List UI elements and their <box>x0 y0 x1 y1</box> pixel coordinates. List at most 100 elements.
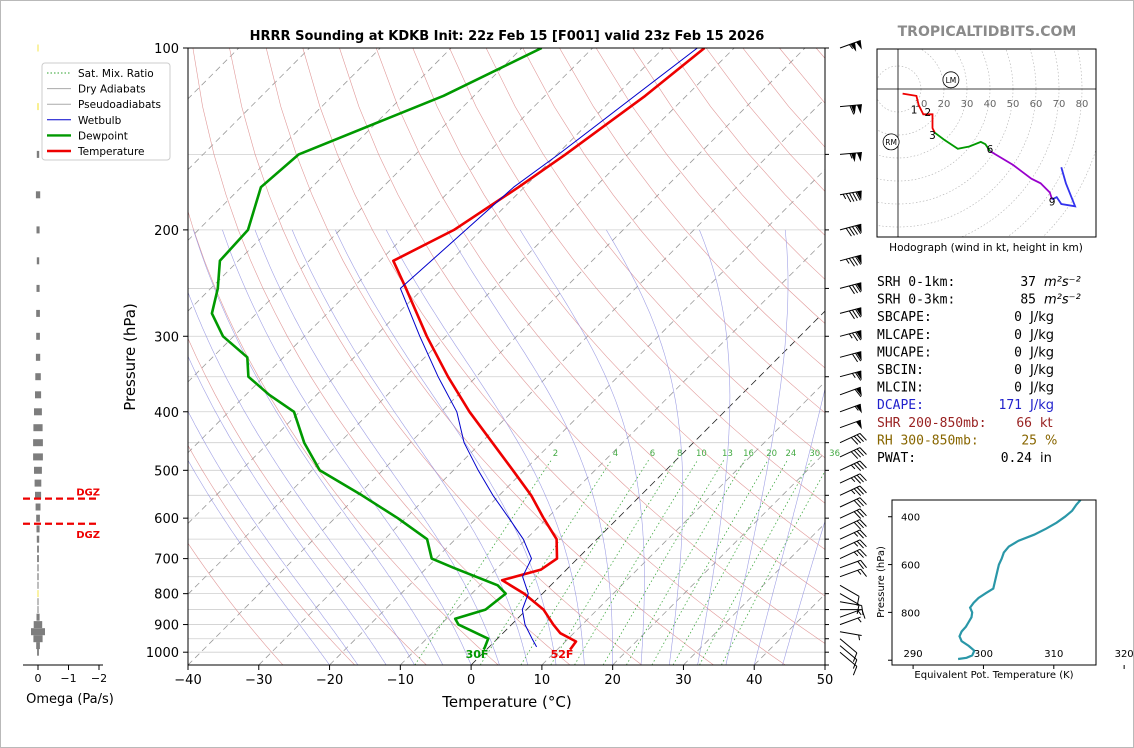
hodo-ring-label: 20 <box>938 99 951 110</box>
omega-bar <box>37 555 39 563</box>
theta-y-tick-label: 800 <box>901 608 920 619</box>
barb-full <box>859 508 867 517</box>
barb-flag <box>856 152 862 162</box>
barb-full <box>845 227 852 237</box>
index-unit: kt <box>1040 416 1053 431</box>
x-tick-label: −20 <box>316 673 343 688</box>
index-unit: % <box>1045 433 1057 448</box>
wind-barb <box>839 473 867 484</box>
omega-bar <box>37 590 39 598</box>
dry-adiabat <box>192 48 571 665</box>
barb-full <box>855 372 862 381</box>
barb-full <box>848 258 855 267</box>
wind-barb <box>839 104 862 115</box>
hodo-ring-label: 50 <box>1007 99 1020 110</box>
x-tick-label: −10 <box>387 673 414 688</box>
barb-shaft <box>839 419 861 429</box>
barb-full <box>855 308 862 318</box>
hodo-height-label: 1 <box>911 105 918 117</box>
dry-adiabat <box>188 210 499 665</box>
omega-bar <box>37 598 39 606</box>
barb-full <box>852 666 858 676</box>
barb-full <box>854 389 862 398</box>
barb-full <box>857 561 864 570</box>
mixing-ratio-label: 4 <box>613 449 618 459</box>
barb-shaft <box>839 386 861 396</box>
skewt-legend: Sat. Mix. Ratio Dry Adiabats Pseudoadiabat… <box>41 62 171 161</box>
barb-full <box>856 530 864 539</box>
omega-bar <box>37 44 39 52</box>
barb-shaft <box>839 593 860 606</box>
barb-full <box>856 434 864 442</box>
barb-shaft <box>839 616 861 626</box>
omega-bar <box>33 439 43 447</box>
isotherm <box>0 48 26 665</box>
barb-shaft <box>839 223 862 231</box>
wind-barb <box>839 616 862 626</box>
barb-flag <box>855 420 862 430</box>
index-unit: J/kg <box>1029 328 1054 343</box>
barb-flag <box>856 255 862 265</box>
index-label: DCAPE: <box>877 398 924 413</box>
wind-barb <box>839 548 867 560</box>
barb-flag <box>850 105 856 115</box>
wind-barb <box>839 370 862 381</box>
y-tick-label: 100 <box>154 42 179 57</box>
wind-barb <box>839 386 862 398</box>
wind-barb <box>839 519 867 530</box>
y-tick-label: 900 <box>154 619 179 634</box>
barb-shaft <box>839 370 862 378</box>
barb-half <box>849 153 853 159</box>
omega-bar <box>36 226 40 234</box>
indices-table: SRH 0-1km: 37 m²s⁻² SRH 0-3km: 85 m²s⁻² SBCAPE… <box>877 275 1081 466</box>
wind-barb-column <box>839 40 867 676</box>
barb-shaft <box>839 330 862 337</box>
hodograph-panel: 10 20 30 40 50 60 70 80 1 2 3 6 9 LM RM Hodograph (wi… <box>876 48 1097 254</box>
mixing-ratio-label: 16 <box>743 449 754 459</box>
barb-shaft <box>839 539 861 550</box>
skewt-x-axis-label: Temperature (°C) <box>441 693 571 711</box>
barb-half <box>850 477 856 483</box>
moist-adiabat <box>335 229 557 665</box>
storm-motion-label: RM <box>885 138 897 147</box>
omega-bar <box>36 613 40 621</box>
wind-barb <box>839 645 858 669</box>
isotherm <box>329 168 825 665</box>
wind-barb <box>839 432 867 445</box>
barb-shaft <box>839 529 861 540</box>
theta-e-panel: 290 300 310 320 400 600 800 Equivalent Pot. Te… <box>876 499 1134 681</box>
theta-x-tick-label: 320 <box>1115 649 1134 660</box>
dry-adiabat <box>559 48 825 369</box>
barb-full <box>859 497 867 505</box>
omega-bar <box>37 545 39 553</box>
index-value: 0 <box>1014 310 1022 325</box>
barb-shaft <box>839 460 861 471</box>
barb-half <box>850 489 856 495</box>
index-label: MLCAPE: <box>877 328 932 343</box>
isotherm <box>612 452 825 665</box>
wind-barb <box>839 403 862 414</box>
omega-x-axis-label: Omega (Pa/s) <box>26 692 114 707</box>
index-value: 37 <box>1020 275 1036 290</box>
mixing-ratio-line <box>550 459 677 665</box>
x-tick-label: −40 <box>174 673 201 688</box>
theta-x-tick-label: 290 <box>904 649 923 660</box>
barb-full <box>851 332 859 342</box>
storm-motion-marker <box>882 133 900 151</box>
wind-barb <box>839 508 867 519</box>
wind-barb <box>839 254 862 267</box>
index-label: MLCIN: <box>877 381 924 396</box>
barb-full <box>855 191 861 201</box>
wind-barb <box>839 568 867 578</box>
dry-adiabat <box>302 48 786 665</box>
y-tick-label: 1000 <box>146 646 179 661</box>
index-unit: in <box>1040 451 1052 466</box>
barb-shaft <box>839 254 862 262</box>
wind-barb <box>839 40 862 52</box>
barb-full <box>853 488 862 496</box>
index-value: 85 <box>1020 293 1036 308</box>
surface-dewpoint-label: 30F <box>466 648 489 661</box>
legend-label: Pseudoadiabats <box>78 99 161 111</box>
mixing-ratio-label: 30 <box>809 449 820 459</box>
